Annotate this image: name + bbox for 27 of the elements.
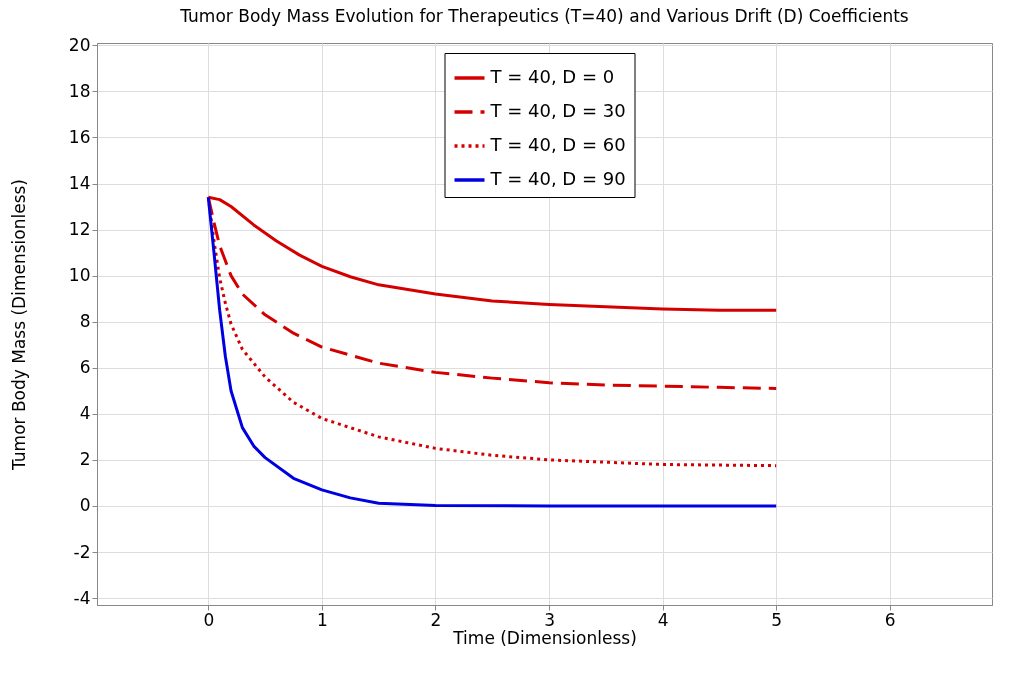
y-tick-label: 6 [79,357,91,378]
x-tick-label: 4 [657,609,669,630]
y-tick-label: 18 [68,80,91,101]
y-tick-label: 2 [79,449,91,470]
y-tick-label: 0 [79,495,91,516]
y-tick-label: 12 [68,219,91,240]
legend-label: T = 40, D = 0 [489,66,615,87]
y-tick-label: 16 [68,126,91,147]
y-axis-title: Tumor Body Mass (Dimensionless) [8,179,29,471]
y-tick-label: 14 [68,173,91,193]
x-tick-label: 2 [430,609,442,630]
y-tick-label: -2 [73,541,91,562]
legend-label: T = 40, D = 60 [489,134,626,155]
x-tick-label: 5 [771,609,783,630]
x-axis-title: Time (Dimensionless) [452,627,637,648]
y-tick-label: 8 [79,311,91,332]
y-tick-label: 10 [68,265,91,286]
x-tick-label: 0 [203,609,215,630]
x-tick-label: 1 [316,609,328,630]
y-tick-label: 4 [79,403,91,424]
x-tick-label: 3 [544,609,555,630]
y-tick-label: -4 [73,587,91,608]
chart-title: Tumor Body Mass Evolution for Therapeutics (T=40) and Various Drift (D) Coefficients [179,6,909,27]
legend-label: T = 40, D = 90 [489,168,626,189]
y-tick-label: 20 [68,34,91,55]
x-tick-label: 6 [884,609,896,630]
legend-label: T = 40, D = 30 [489,100,626,121]
